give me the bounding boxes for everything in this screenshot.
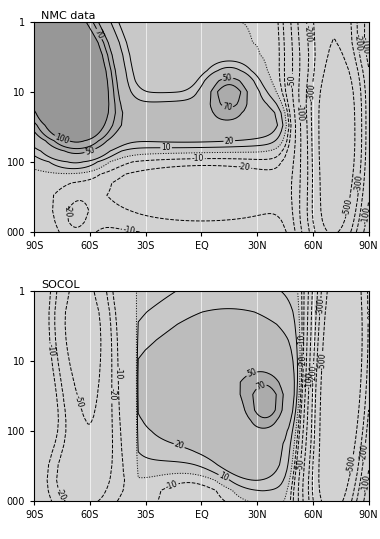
- Text: -10: -10: [192, 154, 204, 163]
- Text: -100: -100: [361, 206, 372, 224]
- Text: 50: 50: [84, 145, 96, 156]
- Text: -300: -300: [363, 303, 373, 321]
- Text: -10: -10: [122, 225, 136, 236]
- Text: -500: -500: [346, 454, 358, 473]
- Text: -10: -10: [114, 367, 123, 379]
- Text: -300: -300: [307, 82, 317, 101]
- Text: -200: -200: [352, 33, 363, 52]
- Text: -100: -100: [295, 104, 305, 122]
- Text: -20: -20: [54, 487, 67, 502]
- Text: 10: 10: [217, 471, 230, 483]
- Text: -50: -50: [295, 458, 305, 471]
- Text: -500: -500: [342, 198, 355, 217]
- Text: -100: -100: [304, 372, 314, 389]
- Text: -500: -500: [317, 352, 327, 370]
- Text: 20: 20: [224, 136, 234, 146]
- Text: 70: 70: [93, 27, 106, 40]
- Text: -10: -10: [298, 334, 307, 346]
- Text: -100: -100: [359, 37, 370, 55]
- Text: 10: 10: [161, 143, 171, 152]
- Text: -300: -300: [354, 174, 365, 192]
- Text: 50: 50: [245, 368, 258, 379]
- Text: -20: -20: [299, 355, 308, 367]
- Text: -200: -200: [302, 24, 312, 42]
- Text: -10: -10: [46, 343, 56, 357]
- Text: 100: 100: [54, 132, 70, 146]
- Text: -100: -100: [361, 474, 372, 492]
- Text: -200: -200: [308, 364, 318, 382]
- Text: -50: -50: [288, 74, 297, 87]
- Text: -20: -20: [63, 204, 72, 217]
- Text: 70: 70: [222, 102, 233, 113]
- Text: NMC data: NMC data: [41, 11, 95, 21]
- Text: -200: -200: [359, 443, 370, 461]
- Text: 50: 50: [222, 73, 233, 83]
- Text: 70: 70: [255, 379, 267, 391]
- Text: -50: -50: [73, 395, 85, 409]
- Text: -10: -10: [164, 480, 179, 492]
- Text: -300: -300: [315, 298, 325, 316]
- Text: 20: 20: [173, 440, 185, 452]
- Text: SOCOL: SOCOL: [41, 280, 79, 290]
- Text: -20: -20: [238, 162, 251, 172]
- Text: -20: -20: [107, 388, 116, 400]
